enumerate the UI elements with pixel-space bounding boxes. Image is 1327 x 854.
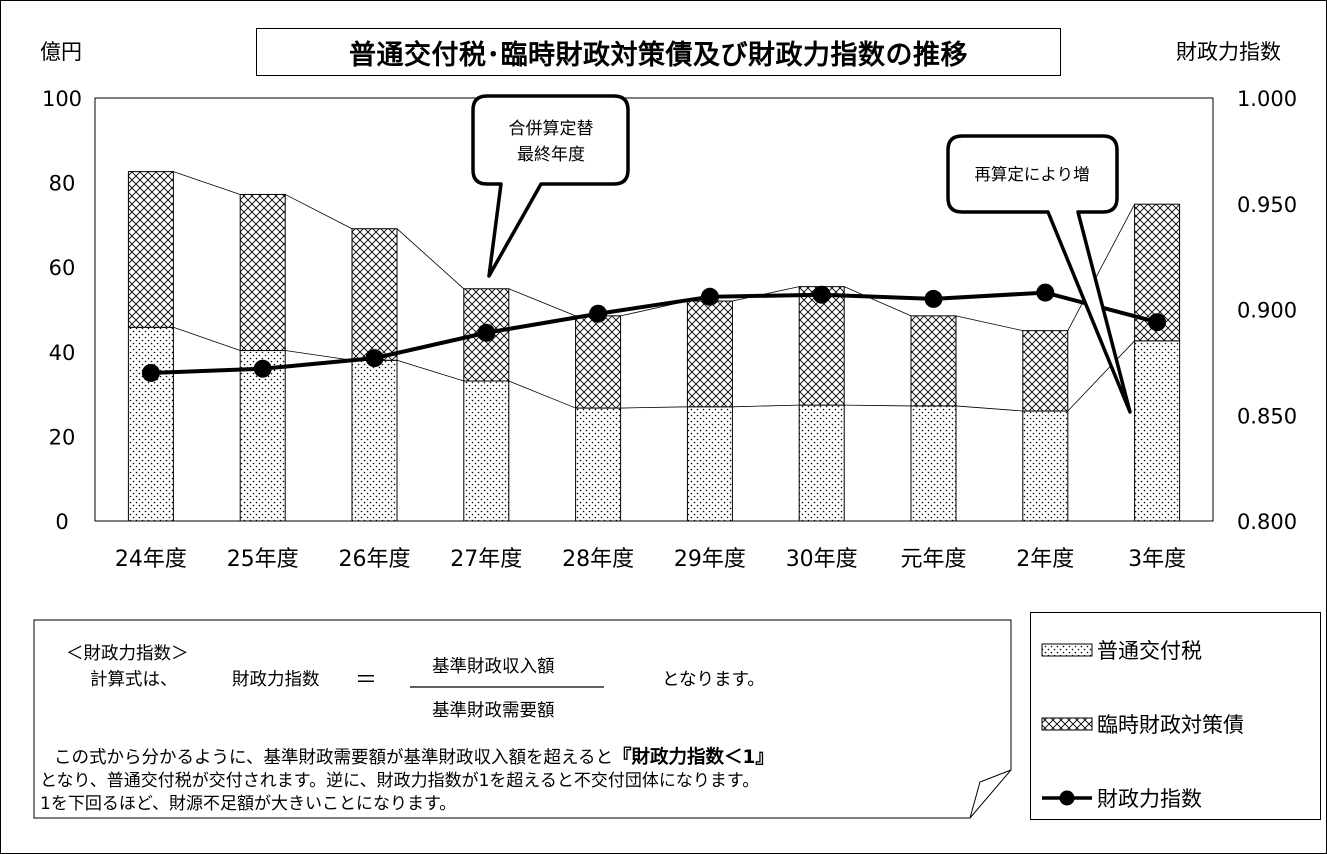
bar-futsu-kofuzei-4 [575,407,622,522]
x-tick-label: 29年度 [674,547,746,572]
zaiseiryoku-point-8 [1036,283,1055,302]
callout-merger-bubble [471,94,630,278]
x-tick-label: 3年度 [1128,547,1186,572]
connector-futsu-6 [844,404,912,407]
bar-futsu-kofuzei-1 [239,350,286,522]
chart-title: 普通交付税･臨時財政対策債及び財政力指数の推移 [256,28,1061,76]
x-tick-label: 26年度 [339,547,411,572]
y-right-tick-label: 0.900 [1237,299,1297,323]
x-tick-label: 27年度 [450,547,522,572]
bar-futsu-kofuzei-5 [686,406,733,522]
bar-rinji-zaisei-8 [1022,330,1069,412]
connector-futsu-7 [955,405,1023,412]
formula-line-1-bold: 『財政力指数＜1』 [612,747,774,768]
x-tick-label: 30年度 [786,547,858,572]
legend-swatch-dots [1041,643,1093,657]
callout-recalc-text: 再算定により増 [974,165,1089,184]
y-right-axis-label: 財政力指数 [1176,40,1281,64]
callout-recalc-bubble [946,134,1132,414]
y-left-tick-label: 20 [49,425,76,449]
bar-futsu-kofuzei-6 [798,404,845,522]
y-left-axis-label: 億円 [40,40,82,64]
connector-futsu-2 [396,359,464,382]
bar-rinji-zaisei-2 [351,228,398,361]
x-tick-label: 元年度 [900,547,966,572]
y-left-tick-label: 100 [42,87,82,111]
x-tick-label: 28年度 [562,547,634,572]
formula-denominator: 基準財政需要額 [432,701,555,721]
legend-swatch-line [1042,790,1092,806]
zaiseiryoku-point-4 [589,304,608,323]
bar-futsu-kofuzei-0 [127,326,174,522]
connector-total-3 [508,288,576,317]
y-right-tick-label: 0.850 [1237,404,1297,428]
y-right-tick-label: 0.800 [1237,510,1297,534]
formula-line-3: 1を下回るほど、財源不足額が大きいことになります。 [40,794,457,814]
zaiseiryoku-point-2 [365,349,384,368]
bar-rinji-zaisei-1 [239,193,286,352]
x-tick-label: 2年度 [1016,547,1074,572]
connector-futsu-3 [508,380,576,409]
legend-item-zaiseiryoku: 財政力指数 [1041,783,1202,813]
bar-futsu-kofuzei-8 [1022,410,1069,522]
zaiseiryoku-point-0 [141,363,160,382]
connector-futsu-5 [732,404,800,408]
zaiseiryoku-point-6 [812,285,831,304]
bar-futsu-kofuzei-2 [351,359,398,522]
y-right-tick-label: 1.000 [1237,87,1297,111]
y-left-tick-label: 40 [49,341,76,365]
connector-futsu-1 [285,350,353,361]
y-left-tick-label: 80 [49,172,76,196]
bar-futsu-kofuzei-9 [1134,340,1181,522]
connector-total-8 [1067,203,1135,331]
connector-futsu-4 [620,406,688,409]
x-tick-label: 25年度 [227,547,299,572]
legend-label: 財政力指数 [1097,787,1202,811]
bar-rinji-zaisei-6 [798,286,845,406]
bar-rinji-zaisei-0 [127,171,174,328]
zaiseiryoku-line [150,290,1158,375]
zaiseiryoku-point-7 [924,289,943,308]
zaiseiryoku-point-3 [477,323,496,342]
formula-lhs: 財政力指数 [232,670,320,690]
legend-item-rinji-zaisei: 臨時財政対策債 [1041,709,1244,739]
legend: 普通交付税 臨時財政対策債 財政力指数 [1030,612,1321,820]
zaiseiryoku-point-1 [253,359,272,378]
formula-suffix: となります。 [662,670,765,690]
legend-label: 普通交付税 [1097,639,1202,663]
formula-line-1: この式から分かるように、基準財政需要額が基準財政収入額を超えると『財政力指数＜1… [54,747,774,768]
connector-total-6 [844,286,912,317]
connector-futsu-0 [173,326,241,351]
formula-line-2: となり、普通交付税が交付されます。逆に、財政力指数が1を超えると不交付団体になり… [40,771,760,791]
connector-total-0 [173,171,241,195]
formula-numerator: 基準財政収入額 [432,657,555,677]
legend-swatch-cross [1041,717,1093,731]
connector-total-1 [285,194,353,230]
y-right-tick-label: 0.950 [1237,193,1297,217]
bar-rinji-zaisei-5 [686,300,733,408]
y-left-tick-label: 0 [55,510,68,534]
legend-item-futsu-kofuzei: 普通交付税 [1041,635,1202,665]
callout-merger-text: 合併算定替 [509,119,594,139]
bar-futsu-kofuzei-3 [463,380,510,522]
connector-total-7 [955,315,1023,332]
y-left-tick-label: 60 [49,256,76,280]
formula-intro: 計算式は、 [90,670,178,690]
connector-futsu-8 [1067,340,1135,412]
formula-equals: ＝ [355,668,378,693]
callout-merger-text: 最終年度 [517,145,585,165]
connector-total-2 [396,228,465,290]
plot-area [94,97,1214,522]
legend-label: 臨時財政対策債 [1097,713,1244,737]
bar-futsu-kofuzei-7 [910,405,957,522]
x-tick-label: 24年度 [115,547,187,572]
bar-rinji-zaisei-7 [910,315,957,407]
bar-rinji-zaisei-4 [575,315,622,409]
formula-heading: ＜財政力指数＞ [66,644,189,664]
zaiseiryoku-point-5 [700,287,719,306]
zaiseiryoku-point-9 [1148,313,1167,332]
